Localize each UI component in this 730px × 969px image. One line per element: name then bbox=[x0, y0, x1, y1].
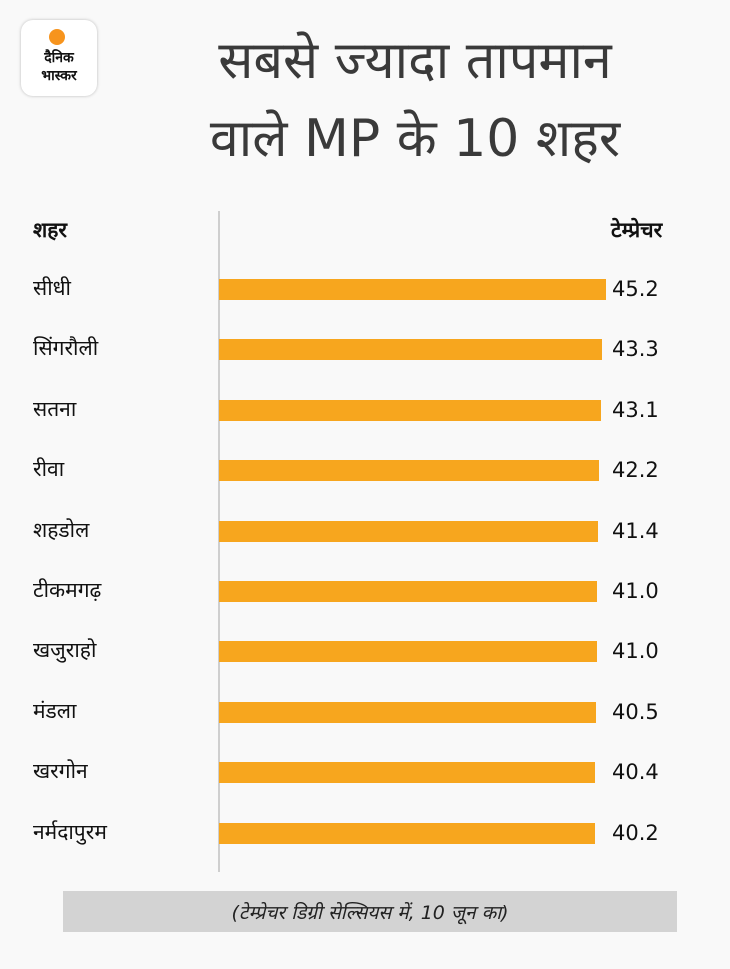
temperature-bar bbox=[219, 521, 598, 542]
temperature-value-label: 43.1 bbox=[612, 398, 659, 422]
temperature-column-header: टेम्प्रेचर bbox=[611, 218, 663, 242]
temperature-value-label: 40.2 bbox=[612, 821, 659, 845]
title-line-2: वाले MP के 10 शहर bbox=[209, 109, 621, 169]
temperature-bar bbox=[219, 702, 596, 723]
temperature-value-label: 41.0 bbox=[612, 639, 659, 663]
city-label: सीधी bbox=[33, 276, 71, 300]
temperature-bar bbox=[219, 400, 601, 421]
temperature-value-label: 42.2 bbox=[612, 458, 659, 482]
city-label: रीवा bbox=[33, 457, 65, 481]
city-label: खजुराहो bbox=[33, 638, 97, 662]
city-label: शहडोल bbox=[33, 518, 90, 542]
temperature-bar bbox=[219, 581, 597, 602]
logo-text-line2: भास्कर bbox=[41, 68, 77, 84]
temperature-bar bbox=[219, 823, 595, 844]
city-label: मंडला bbox=[33, 699, 77, 723]
temperature-value-label: 41.0 bbox=[612, 579, 659, 603]
sun-dot-icon bbox=[49, 29, 65, 45]
temperature-value-label: 40.5 bbox=[612, 700, 659, 724]
temperature-value-label: 41.4 bbox=[612, 519, 659, 543]
temperature-bar bbox=[219, 339, 602, 360]
temperature-bar bbox=[219, 762, 595, 783]
temperature-value-label: 45.2 bbox=[612, 277, 659, 301]
title-line-1: सबसे ज्यादा तापमान bbox=[218, 31, 612, 91]
temperature-bar bbox=[219, 641, 597, 662]
temperature-bar bbox=[219, 279, 606, 300]
city-label: सतना bbox=[33, 397, 77, 421]
chart-title: सबसे ज्यादा तापमान वाले MP के 10 शहर bbox=[120, 22, 710, 178]
unit-note: (टेम्प्रेचर डिग्री सेल्सियस में, 10 जून … bbox=[231, 901, 509, 924]
city-column-header: शहर bbox=[33, 218, 68, 242]
dainik-bhaskar-logo: दैनिक भास्कर bbox=[21, 20, 97, 96]
temperature-value-label: 40.4 bbox=[612, 760, 659, 784]
unit-note-box: (टेम्प्रेचर डिग्री सेल्सियस में, 10 जून … bbox=[63, 891, 677, 932]
city-label: खरगोन bbox=[33, 759, 88, 783]
logo-text-line1: दैनिक bbox=[44, 50, 74, 66]
city-label: टीकमगढ़ bbox=[33, 578, 102, 602]
temperature-bar bbox=[219, 460, 599, 481]
city-label: सिंगरौली bbox=[33, 336, 99, 360]
temperature-value-label: 43.3 bbox=[612, 337, 659, 361]
city-label: नर्मदापुरम bbox=[33, 820, 107, 844]
